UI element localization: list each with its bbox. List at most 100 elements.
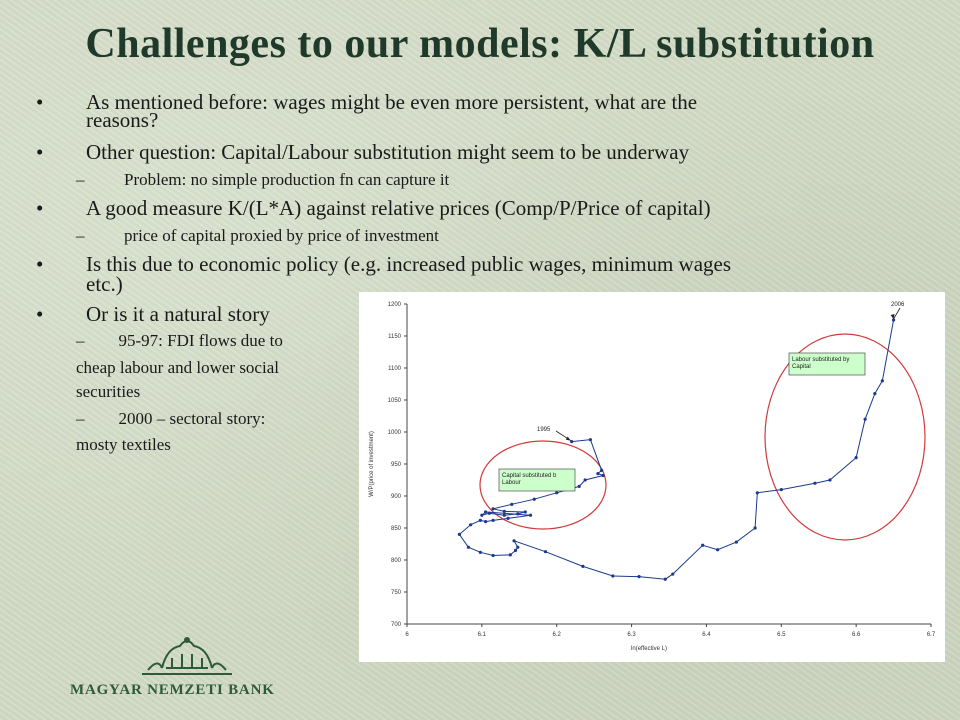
- data-point: [478, 550, 482, 554]
- bullet-item: • Or is it a natural story: [36, 302, 270, 326]
- bullet-text: Other question: Capital/Labour substitut…: [86, 140, 690, 164]
- x-tick-label: 6.1: [478, 632, 487, 638]
- bullet-text: reasons?: [86, 108, 159, 132]
- data-point: [543, 550, 548, 554]
- x-axis-label: ln(effective L): [631, 646, 667, 652]
- subnote-text: 95-97: FDI flows due to: [118, 331, 283, 350]
- data-point: [516, 512, 520, 516]
- bullet-item: • Other question: Capital/Labour substit…: [36, 140, 690, 164]
- data-point: [512, 539, 516, 543]
- data-point: [506, 516, 510, 520]
- annotation-arrowhead: [565, 436, 571, 441]
- data-point: [469, 523, 473, 527]
- bullet-item: – Problem: no simple production fn can c…: [76, 170, 449, 190]
- y-tick-label: 750: [391, 590, 402, 596]
- data-point: [891, 318, 896, 322]
- data-point: [487, 511, 491, 515]
- x-tick-label: 6: [405, 632, 409, 638]
- subnote-line: mosty textiles: [76, 435, 171, 454]
- data-point: [491, 553, 495, 558]
- bullet-marker: •: [36, 252, 44, 276]
- bullet-item: – price of capital proxied by price of i…: [76, 226, 439, 246]
- data-point: [510, 502, 514, 506]
- data-point: [863, 417, 867, 421]
- data-point: [716, 548, 720, 552]
- bullet-text: price of capital proxied by price of inv…: [124, 226, 439, 245]
- data-point: [577, 484, 581, 488]
- label-capital-labour-text: Capital substituted b: [502, 473, 557, 479]
- x-tick-label: 6.2: [553, 632, 562, 638]
- bullet-text: As mentioned before: wages might be even…: [86, 90, 698, 114]
- bullet-text: etc.): [86, 272, 123, 296]
- y-tick-label: 1050: [388, 398, 402, 404]
- bullet-text: A good measure K/(L*A) against relative …: [86, 196, 711, 220]
- bullet-marker: –: [76, 170, 85, 189]
- data-point: [813, 481, 817, 485]
- x-tick-label: 6.6: [852, 632, 861, 638]
- bullet-marker: –: [76, 226, 85, 245]
- data-point: [734, 540, 738, 544]
- x-tick-label: 6.7: [927, 632, 936, 638]
- data-point: [596, 472, 600, 476]
- data-point: [502, 513, 506, 517]
- data-point: [491, 518, 495, 522]
- data-point: [466, 545, 470, 549]
- bullet-text: Or is it a natural story: [86, 302, 270, 326]
- y-tick-label: 700: [391, 622, 402, 628]
- y-tick-label: 800: [391, 558, 402, 564]
- data-point: [753, 526, 757, 530]
- data-point: [484, 520, 488, 524]
- data-point: [480, 513, 484, 517]
- data-point: [701, 543, 705, 547]
- data-point: [880, 379, 884, 383]
- x-tick-label: 6.5: [777, 632, 786, 638]
- chart-panel: 700 750 800 850 900 950 1000 1050 1100 1150 1200 6 6…: [359, 292, 945, 662]
- data-point: [600, 468, 604, 472]
- y-tick-label: 950: [391, 462, 402, 468]
- data-point: [588, 438, 592, 442]
- subnote-text: 2000 – sectoral story:: [118, 409, 266, 428]
- data-point: [828, 478, 832, 482]
- bullet-item: • A good measure K/(L*A) against relativ…: [36, 196, 711, 220]
- y-tick-label: 1000: [388, 430, 402, 436]
- y-tick-label: 900: [391, 494, 402, 500]
- label-labour-capital-text: Capital: [792, 364, 811, 370]
- bullet-marker: •: [36, 302, 44, 326]
- subnote-line: – 95-97: FDI flows due to: [76, 331, 283, 351]
- bank-name: MAGYAR NEMZETI BANK: [70, 682, 275, 698]
- annotation-arrowhead: [890, 314, 895, 319]
- data-point: [513, 548, 518, 552]
- dash-marker: –: [76, 409, 85, 428]
- y-axis-label: W/P(price of investment): [369, 431, 375, 497]
- data-point: [570, 440, 574, 444]
- subnote-line: securities: [76, 382, 141, 401]
- annotation-arrow: [893, 307, 901, 320]
- bullet-text: Is this due to economic policy (e.g. inc…: [86, 252, 732, 276]
- chart-svg: 700 750 800 850 900 950 1000 1050 1100 1150 1200 6 6…: [369, 302, 936, 652]
- bank-logo: [142, 637, 232, 675]
- subnote-line: cheap labour and lower social: [76, 358, 279, 377]
- data-point: [502, 509, 506, 513]
- data-point: [637, 575, 641, 579]
- y-tick-label: 1100: [388, 366, 402, 372]
- annotation-2006: 2006: [891, 302, 905, 308]
- data-point: [508, 553, 512, 557]
- bullet-item: • Is this due to economic policy (e.g. i…: [36, 252, 732, 276]
- slide-title: Challenges to our models: K/L substituti…: [85, 21, 875, 67]
- data-point: [755, 491, 759, 495]
- y-tick-label: 1200: [388, 302, 402, 308]
- data-point: [779, 488, 783, 492]
- bullet-marker: •: [36, 140, 44, 164]
- label-labour-capital-box: [788, 352, 866, 376]
- ellipse-labour-capital: [764, 333, 926, 541]
- bullet-marker: •: [36, 90, 44, 114]
- data-point: [491, 507, 495, 511]
- data-point: [581, 564, 585, 568]
- data-point: [523, 510, 527, 514]
- bullet-item: • As mentioned before: wages might be ev…: [36, 90, 698, 114]
- x-tick-label: 6.4: [702, 632, 711, 638]
- data-point: [601, 473, 605, 478]
- data-point: [854, 456, 858, 460]
- data-point: [516, 545, 520, 549]
- bullet-marker: •: [36, 196, 44, 220]
